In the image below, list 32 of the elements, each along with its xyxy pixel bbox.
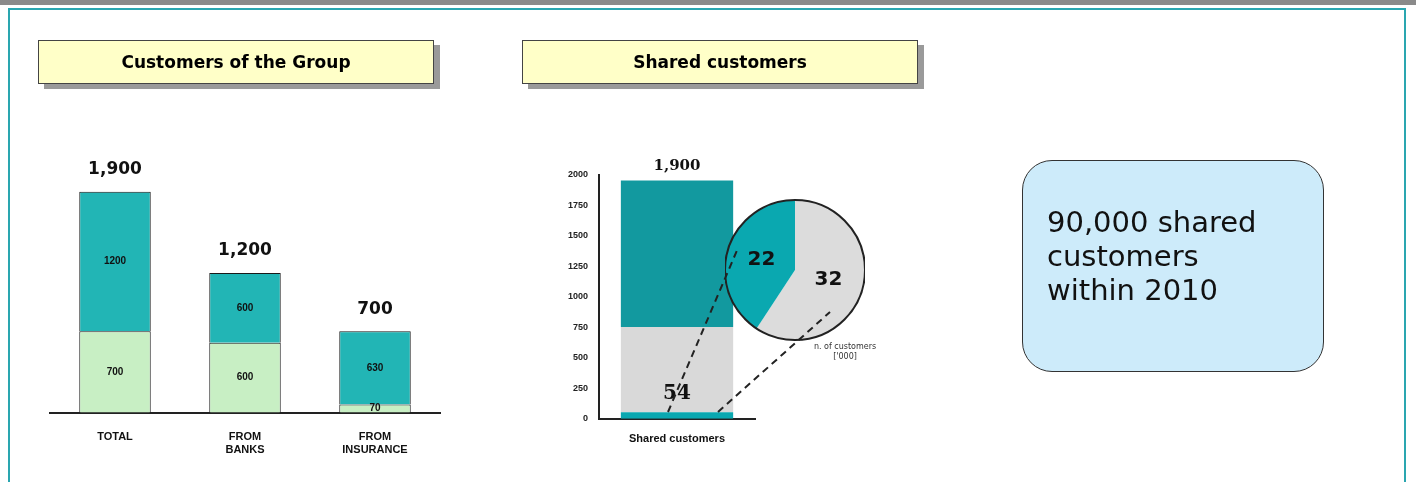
y-tick-label: 750 [572, 321, 589, 332]
chart-title: Customers of the Group [38, 40, 434, 84]
total-label: 1,900 [88, 158, 143, 179]
data-label: 54 [663, 379, 691, 404]
data-label: 32 [814, 266, 843, 291]
data-label: 700 [106, 365, 124, 377]
data-label: 22 [747, 246, 776, 271]
y-tick-label: 500 [572, 352, 589, 363]
chart-title: Shared customers [522, 40, 918, 84]
text: n. of customers ['000] [812, 342, 878, 362]
total-label: 1,200 [218, 239, 273, 260]
y-tick-label: 0 [583, 413, 589, 424]
y-tick-label: 250 [572, 382, 589, 393]
data-label: 1200 [103, 255, 127, 267]
y-tick-label: 1000 [567, 291, 589, 302]
y-tick-label: 1750 [567, 199, 589, 210]
y-tick-label: 2000 [567, 169, 589, 180]
x-tick-label: TOTAL [97, 430, 134, 443]
data-label: 630 [366, 361, 384, 373]
text: 90,000 shared customers within 2010 [1022, 160, 1324, 372]
data-label: 70 [369, 402, 381, 414]
y-tick-label: 1500 [567, 230, 589, 241]
bar [620, 326, 734, 413]
bar [620, 412, 734, 419]
data-label: 600 [236, 301, 254, 313]
data-label: 600 [236, 371, 254, 383]
total-label: 700 [357, 297, 393, 318]
x-tick-label: FROM BANKS [225, 430, 265, 456]
y-tick-label: 1250 [567, 260, 589, 271]
x-tick-label: FROM INSURANCE [342, 430, 408, 456]
x-tick-label: Shared customers [629, 432, 725, 445]
annotation: 1,900 [653, 156, 701, 175]
